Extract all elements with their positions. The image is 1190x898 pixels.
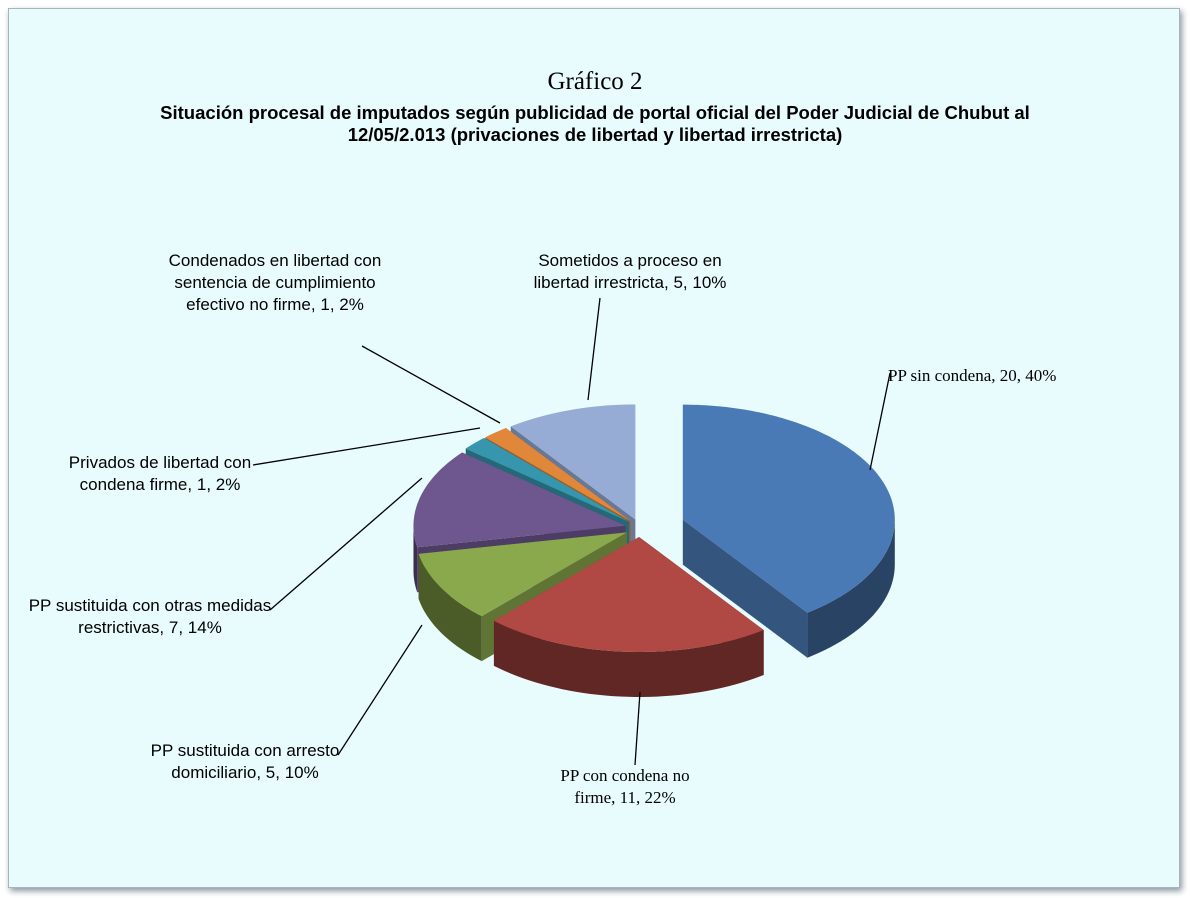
label-part: 2% <box>339 295 364 314</box>
label-part: PP sustituida con otras medidas restrict… <box>28 596 272 637</box>
label-part: 10% <box>284 763 319 782</box>
leader-line <box>269 477 423 611</box>
data-label: Privados de libertad con condena firme, … <box>68 453 252 494</box>
label-part: Privados de libertad con condena firme <box>68 453 252 494</box>
leader-line <box>252 427 481 466</box>
label-part: 5 <box>673 273 683 292</box>
slice <box>465 438 630 522</box>
label-part: Sometidos a proceso en libertad irrestri… <box>533 251 722 292</box>
label-part: PP sustituida con arresto domiciliario <box>150 741 340 782</box>
slice <box>493 536 764 652</box>
data-label: Condenados en libertad con sentencia de … <box>168 251 382 314</box>
data-label: Sometidos a proceso en libertad irrestri… <box>533 251 727 292</box>
label-part: 5 <box>265 763 276 782</box>
slice <box>413 452 626 548</box>
slice-cut <box>682 519 808 658</box>
chart-title: Gráfico 2 <box>547 68 643 95</box>
data-label: PP sustituida con otras medidas restrict… <box>28 596 272 637</box>
label-part: 20 <box>999 366 1017 385</box>
leader-line <box>361 345 501 424</box>
label-part: 14% <box>187 618 222 637</box>
label-part: 11 <box>619 788 637 807</box>
leader-line <box>587 297 601 401</box>
label-part: 7 <box>168 618 179 637</box>
chart-subtitle: Situación procesal de imputados según pu… <box>160 102 1030 145</box>
leader-line <box>634 691 641 766</box>
slice-side <box>413 525 418 593</box>
slice-side <box>493 620 764 697</box>
label-part: PP con condena no firme <box>560 766 690 807</box>
slice <box>485 428 631 522</box>
data-label: PP con condena no firme, 11, 22% <box>560 766 690 807</box>
label-part: 40% <box>1025 366 1057 385</box>
label-part: 2% <box>215 475 241 494</box>
label-part: PP sin condena <box>888 366 992 385</box>
label-part: 10% <box>692 273 727 292</box>
label-part: 1 <box>196 475 207 494</box>
leader-line <box>869 372 891 471</box>
data-label: PP sin condena, 20, 40% <box>888 366 1057 385</box>
slice <box>682 404 895 613</box>
leader-line <box>337 624 423 756</box>
data-label: PP sustituida con arresto domiciliario, … <box>150 741 340 782</box>
slice-side <box>807 519 895 658</box>
label-part: Condenados en libertad con sentencia de … <box>168 251 382 314</box>
slice <box>418 532 627 617</box>
slice <box>510 404 636 520</box>
label-part: 1 <box>320 295 330 314</box>
slice-side <box>418 553 482 662</box>
label-part: 22% <box>644 788 676 807</box>
